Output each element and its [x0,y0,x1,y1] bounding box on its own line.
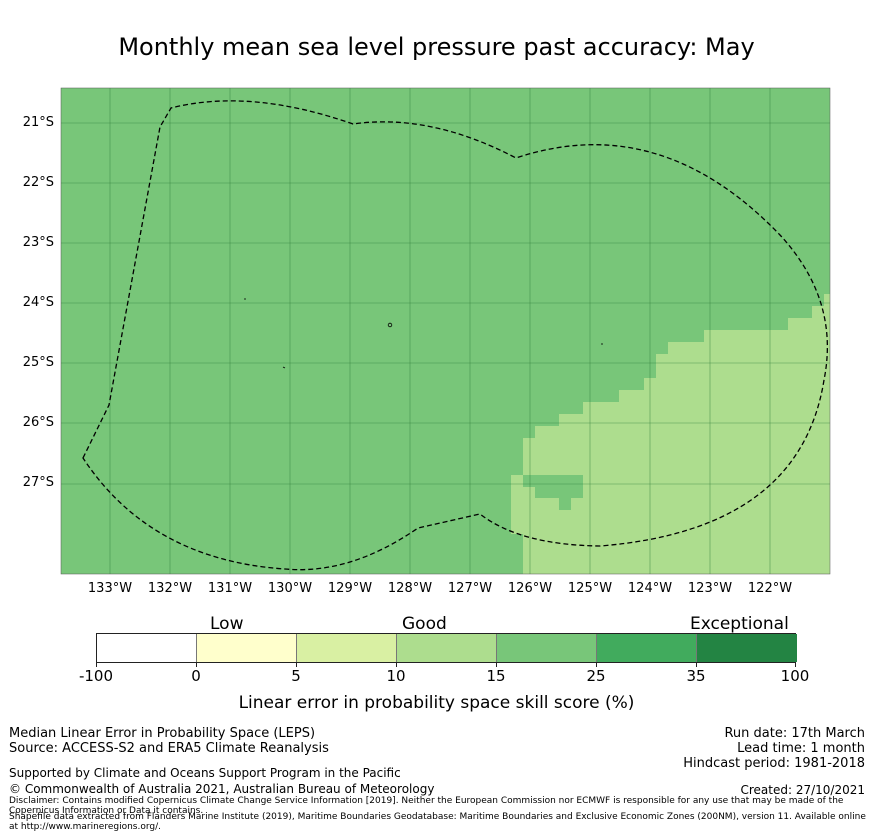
lon-label: 132°W [147,581,193,596]
tick-mark [795,663,796,667]
lon-label: 131°W [207,581,253,596]
lower-skill-notch [511,534,523,574]
copyright-text: © Commonwealth of Australia 2021, Austra… [9,782,435,796]
category-exceptional: Exceptional [690,614,789,634]
lon-label: 128°W [387,581,433,596]
tick-mark [396,663,397,667]
graticule [61,88,830,574]
lead-time-text: Lead time: 1 month [737,741,865,756]
lat-label: 25°S [22,355,54,370]
lat-label: 21°S [22,115,54,130]
lat-label: 27°S [22,475,54,490]
shapefile-text: Shapefile data extracted from Flanders M… [9,812,866,832]
eez-boundary [82,100,828,571]
colorbar-segment [97,634,197,662]
colorbar-tick-label: -100 [78,667,114,685]
lon-label: 129°W [327,581,373,596]
tick-mark [296,663,297,667]
lat-label: 26°S [22,415,54,430]
category-good: Good [402,614,447,634]
map-title: Monthly mean sea level pressure past acc… [118,33,755,61]
island-marker [282,366,286,369]
colorbar-tick-label: 35 [686,667,706,685]
colorbar-label: Linear error in probability space skill … [238,693,635,713]
colorbar-segment [197,634,297,662]
map-frame [60,87,831,575]
colorbar-segment [297,634,397,662]
disclaimer-text: Disclaimer: Contains modified Copernicus… [9,796,844,816]
lon-label: 124°W [627,581,673,596]
lon-label: 122°W [747,581,793,596]
lat-label: 24°S [22,295,54,310]
colorbar-tick-label: 15 [486,667,506,685]
lon-label: 125°W [567,581,613,596]
islands [244,298,603,369]
tick-mark [96,663,97,667]
colorbar-tick-label: 0 [191,667,201,685]
support-text: Supported by Climate and Oceans Support … [9,766,401,780]
run-date-text: Run date: 17th March [724,726,865,741]
lon-label: 126°W [507,581,553,596]
colorbar-tick-label: 10 [386,667,406,685]
colorbar-tick-label: 5 [291,667,301,685]
colorbar-segment [397,634,497,662]
source-text: Source: ACCESS-S2 and ERA5 Climate Reana… [9,741,329,756]
lat-label: 23°S [22,235,54,250]
method-text: Median Linear Error in Probability Space… [9,726,316,741]
colorbar-tick-label: 25 [586,667,606,685]
colorbar-segment [697,634,797,662]
colorbar-segment [497,634,597,662]
colorbar [96,633,797,663]
lon-label: 130°W [267,581,313,596]
lon-label: 123°W [687,581,733,596]
lower-skill-region [511,294,830,574]
lon-label: 127°W [447,581,493,596]
island-marker [387,322,393,328]
tick-mark [696,663,697,667]
tick-mark [496,663,497,667]
colorbar-segment [597,634,697,662]
colorbar-tick-label: 100 [780,667,810,685]
category-low: Low [210,614,244,634]
tick-mark [596,663,597,667]
hindcast-text: Hindcast period: 1981-2018 [683,756,865,771]
lon-label: 133°W [87,581,133,596]
tick-mark [196,663,197,667]
created-text: Created: 27/10/2021 [740,783,865,797]
lat-label: 22°S [22,175,54,190]
